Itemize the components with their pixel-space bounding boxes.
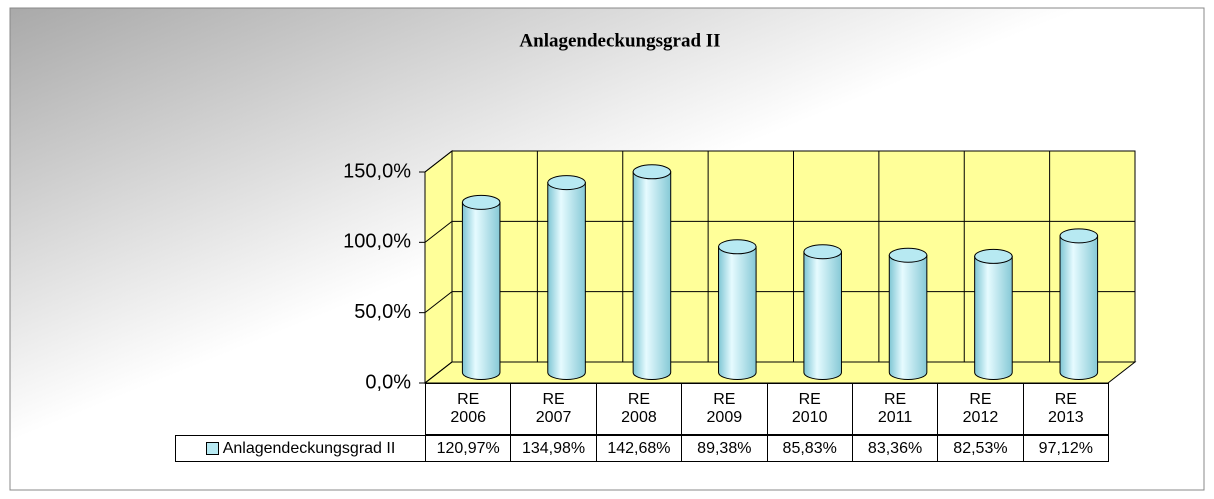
legend-entry-text: Anlagendeckungsgrad II bbox=[222, 439, 396, 457]
x-tick-label: RE 2013 bbox=[1022, 383, 1109, 435]
x-tick-label-text: RE 2009 bbox=[706, 391, 743, 426]
y-tick-label: 100,0% bbox=[343, 231, 411, 253]
bar bbox=[547, 175, 586, 380]
x-tick-label: RE 2006 bbox=[425, 383, 512, 435]
data-label: 97,12% bbox=[1022, 435, 1109, 462]
x-tick-label-text: RE 2012 bbox=[962, 391, 999, 426]
chart-title: Anlagendeckungsgrad II bbox=[519, 30, 720, 51]
bar-body bbox=[1059, 235, 1099, 380]
data-label: 85,83% bbox=[766, 435, 853, 462]
bar bbox=[1059, 228, 1099, 380]
bar-body bbox=[718, 246, 757, 380]
y-tick-label: 150,0% bbox=[343, 160, 411, 182]
grid-line bbox=[424, 220, 1135, 243]
bar-body bbox=[888, 254, 928, 380]
bar bbox=[888, 247, 928, 380]
y-tick-label: 50,0% bbox=[354, 301, 411, 323]
bar-top bbox=[718, 239, 757, 255]
bar bbox=[974, 248, 1013, 380]
x-tick-label-text: RE 2006 bbox=[450, 391, 486, 426]
data-label: 134,98% bbox=[510, 435, 597, 462]
data-label-text: 85,83% bbox=[782, 439, 837, 457]
x-tick-label: RE 2010 bbox=[766, 383, 853, 435]
data-label: 120,97% bbox=[425, 435, 512, 462]
bar-body bbox=[632, 171, 672, 380]
bar-body bbox=[803, 251, 842, 380]
data-label: 89,38% bbox=[681, 435, 768, 462]
data-label: 82,53% bbox=[937, 435, 1024, 462]
data-label-text: 97,12% bbox=[1038, 439, 1093, 457]
grid-line bbox=[424, 150, 1135, 173]
data-label-text: 134,98% bbox=[521, 439, 586, 457]
x-tick-label: RE 2008 bbox=[595, 383, 683, 435]
data-label-text: 120,97% bbox=[436, 439, 500, 457]
data-label: 142,68% bbox=[595, 435, 683, 462]
bar-top bbox=[1059, 228, 1099, 244]
legend-entry: Anlagendeckungsgrad II bbox=[175, 435, 426, 462]
x-tick-label-text: RE 2008 bbox=[621, 391, 657, 426]
bar-top bbox=[803, 244, 842, 260]
bar-top bbox=[974, 248, 1013, 264]
bar-top bbox=[888, 247, 928, 263]
bar bbox=[632, 164, 672, 380]
side-wall bbox=[424, 149, 453, 385]
bar-body bbox=[547, 182, 586, 380]
x-tick-label-text: RE 2011 bbox=[877, 391, 913, 426]
data-label-text: 83,36% bbox=[867, 439, 923, 457]
data-label-text: 82,53% bbox=[953, 439, 1008, 457]
x-tick-label: RE 2012 bbox=[937, 383, 1024, 435]
bar-top bbox=[632, 164, 672, 180]
bar bbox=[803, 244, 842, 380]
x-tick-label: RE 2007 bbox=[510, 383, 597, 435]
bar-top bbox=[461, 194, 501, 210]
data-label: 83,36% bbox=[851, 435, 939, 462]
x-tick-label-text: RE 2013 bbox=[1048, 391, 1084, 426]
data-label-text: 142,68% bbox=[607, 439, 671, 457]
bar bbox=[461, 194, 501, 380]
x-tick-label-text: RE 2007 bbox=[535, 391, 572, 426]
legend-key bbox=[205, 442, 219, 455]
bar-top bbox=[547, 175, 586, 191]
bar-body bbox=[974, 255, 1013, 380]
x-tick-label: RE 2009 bbox=[681, 383, 768, 435]
data-label-text: 89,38% bbox=[697, 439, 752, 457]
y-tick-label: 0,0% bbox=[365, 371, 411, 393]
bar-body bbox=[461, 201, 501, 380]
x-tick-label: RE 2011 bbox=[851, 383, 939, 435]
bar bbox=[718, 239, 757, 380]
x-tick-label-text: RE 2010 bbox=[791, 391, 828, 426]
floor bbox=[423, 361, 1137, 384]
